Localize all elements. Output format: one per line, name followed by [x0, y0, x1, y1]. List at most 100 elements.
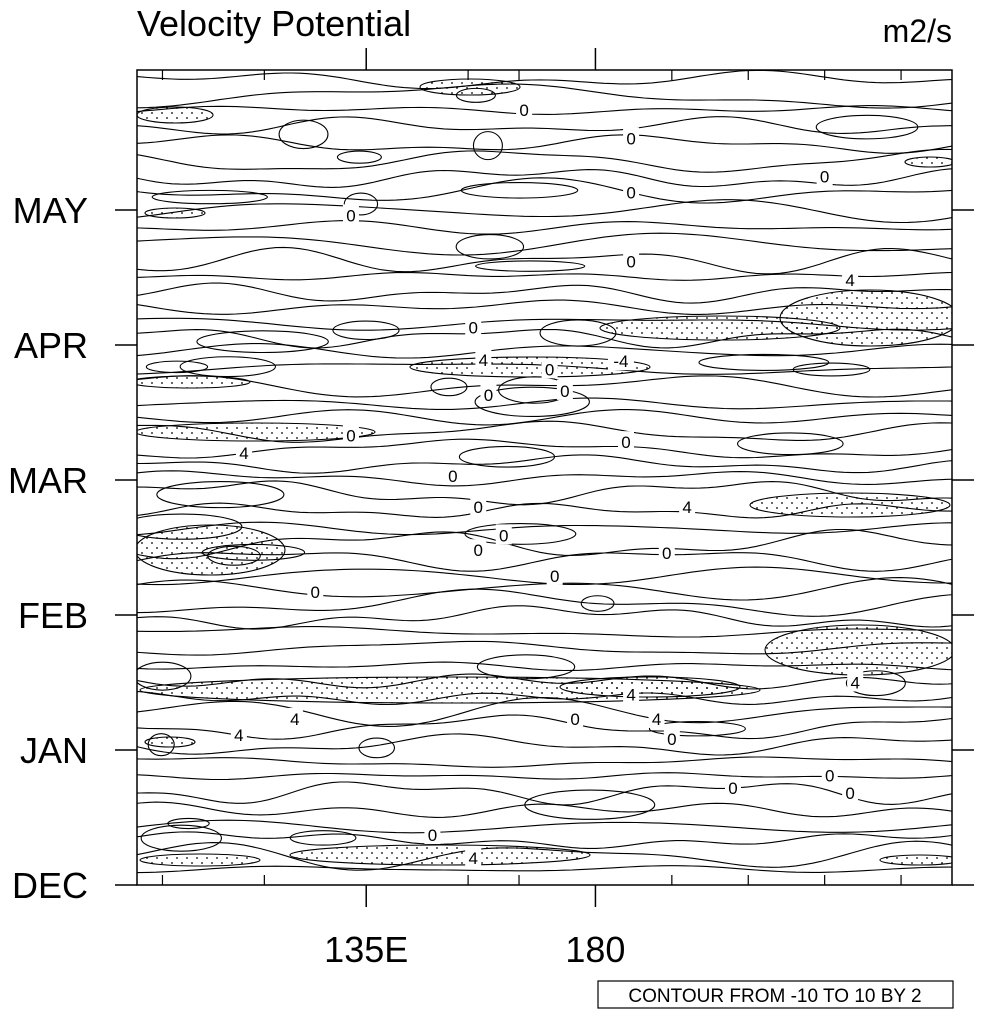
plot-frame — [136, 69, 953, 886]
contour-label-bg — [230, 724, 247, 745]
contour-line — [137, 577, 952, 601]
contour-label-bg — [663, 728, 680, 749]
contour-line — [137, 420, 952, 443]
contour-loop — [455, 87, 496, 103]
contour-label: 0 — [626, 129, 635, 148]
contour-loop — [736, 432, 844, 456]
contour-label: 4 — [290, 710, 299, 729]
stipple-region — [145, 737, 195, 747]
contour-label-bg — [679, 496, 696, 516]
contour-loop — [201, 543, 306, 561]
contour-loop — [147, 733, 175, 757]
contour-loop — [476, 654, 576, 680]
contour-line — [137, 116, 952, 135]
contour-line — [137, 840, 952, 871]
contour-line — [137, 819, 952, 834]
stipple-region — [905, 157, 952, 167]
contour-loop — [845, 670, 906, 697]
contour-line — [137, 271, 952, 281]
stipple-outline — [749, 492, 951, 518]
contour-label-bg — [623, 127, 640, 148]
contour-label-bg — [623, 181, 640, 202]
contour-line — [137, 246, 952, 275]
contour-label: 0 — [428, 826, 437, 845]
contour-label-bg — [495, 524, 512, 545]
contour-line — [137, 733, 952, 756]
contour-line — [137, 70, 952, 90]
contour-label: 0 — [468, 318, 477, 337]
contour-label: 0 — [448, 467, 457, 486]
contour-line — [137, 199, 952, 224]
contour-label: 4 — [234, 726, 243, 745]
contour-label-bg — [307, 581, 324, 602]
contour-label-bg — [567, 707, 584, 728]
contour-loop — [698, 353, 830, 371]
contour-label-bg — [623, 683, 640, 704]
contour-line — [137, 134, 952, 154]
contour-loop — [196, 330, 329, 354]
contour-label-bg — [480, 383, 497, 404]
contour-label-bg — [424, 824, 441, 845]
contour-loop — [458, 445, 556, 468]
contour-loop — [167, 817, 210, 830]
contour-label-bg — [465, 316, 482, 337]
contour-label: 4 — [626, 686, 635, 705]
contour-loop — [137, 661, 192, 691]
contour-loop — [648, 720, 746, 737]
contour-loop — [343, 192, 379, 216]
contour-label: 0 — [626, 183, 635, 202]
contour-line — [137, 328, 952, 349]
stipple-region — [140, 854, 260, 866]
contour-loop — [140, 824, 222, 852]
contour-line — [137, 697, 952, 727]
contour-line — [137, 299, 952, 315]
contour-loop — [336, 150, 382, 164]
contour-label: -4 — [613, 352, 628, 371]
contour-line — [137, 661, 952, 672]
contour-label-bg — [724, 776, 741, 797]
contour-label: 0 — [545, 360, 554, 379]
contour-line — [137, 375, 952, 398]
contour-loop — [460, 181, 579, 199]
contour-label-bg — [444, 464, 461, 485]
contour-label-bg — [648, 707, 665, 728]
contour-line — [137, 772, 952, 781]
stipple-region — [780, 290, 952, 346]
stipple-region — [410, 357, 650, 377]
contour-label: 0 — [474, 541, 483, 560]
contour-label: 4 — [845, 271, 854, 290]
contour-line — [137, 831, 952, 849]
contour-line — [137, 502, 952, 519]
contour-loop — [580, 595, 615, 612]
contour-label-bg — [546, 564, 563, 585]
contour-label: 4 — [239, 444, 248, 463]
contour-label-bg — [842, 269, 859, 290]
stipple-outline — [779, 289, 952, 347]
contour-label-bg — [516, 99, 533, 120]
y-tick-label: JAN — [20, 730, 88, 771]
contour-label-bg — [342, 204, 359, 225]
contour-label-bg — [235, 442, 252, 462]
contour-line — [137, 528, 952, 560]
contour-loop — [524, 789, 656, 820]
contour-line — [137, 781, 952, 806]
contour-line — [137, 220, 952, 235]
contour-label: 0 — [825, 767, 834, 786]
contour-label-bg — [847, 671, 864, 692]
stipple-outline — [559, 676, 741, 698]
stipple-region — [765, 625, 952, 675]
contour-loop — [151, 189, 268, 205]
contour-line — [137, 148, 952, 173]
contour-loop — [474, 386, 590, 418]
contour-line — [137, 756, 952, 768]
axes: DEC JAN FEB MAR APR MAY 135E 180 — [8, 48, 974, 970]
contour-loop — [464, 523, 577, 545]
contour-label-bg — [475, 348, 492, 369]
contour-label-bg — [816, 165, 833, 186]
contour-label: 4 — [468, 849, 477, 868]
contour-info-text: CONTOUR FROM -10 TO 10 BY 2 — [628, 986, 921, 1007]
stipple-region — [560, 677, 740, 697]
contour-loop — [472, 131, 503, 161]
contour-line — [137, 438, 952, 459]
